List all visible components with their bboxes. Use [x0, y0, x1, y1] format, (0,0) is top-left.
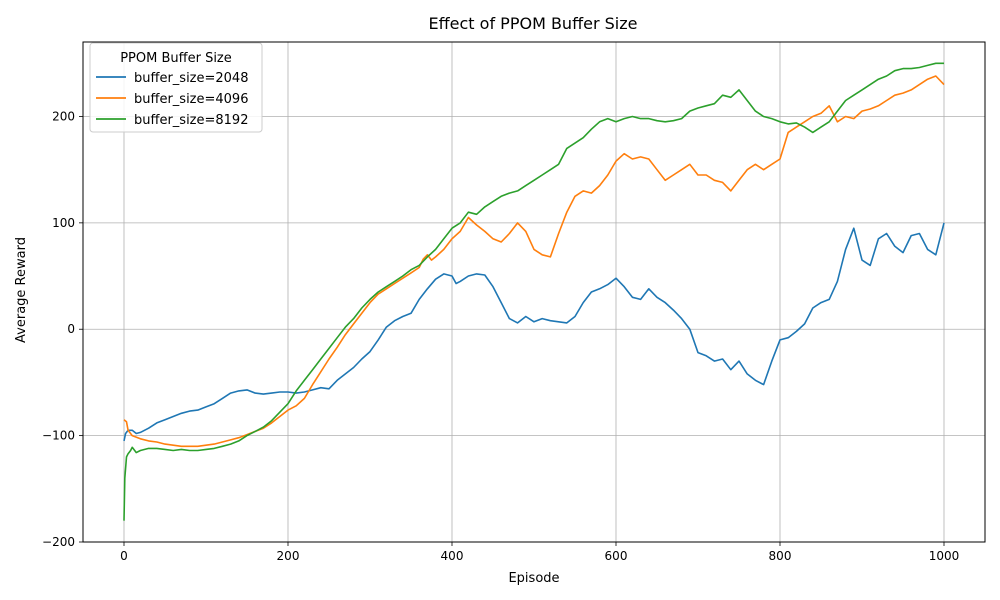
x-axis-ticks: 0 200 400 600 800 1000	[120, 542, 959, 563]
legend: PPOM Buffer Size buffer_size=2048buffer_…	[89, 42, 263, 133]
legend-title: PPOM Buffer Size	[120, 51, 232, 66]
series-line-1	[123, 222, 945, 442]
series-line-3	[123, 62, 944, 521]
series-lines	[123, 62, 945, 521]
x-tick-label: 400	[441, 549, 464, 563]
y-tick-label: −100	[42, 429, 75, 443]
y-tick-label: 0	[67, 322, 75, 336]
x-tick-label: 600	[605, 549, 628, 563]
legend-label: buffer_size=8192	[134, 113, 248, 128]
legend-label: buffer_size=4096	[134, 92, 248, 107]
plot-frame	[82, 41, 986, 543]
y-tick-label: 100	[52, 216, 75, 230]
x-tick-label: 200	[277, 549, 300, 563]
x-tick-label: 1000	[929, 549, 960, 563]
legend-entries: buffer_size=2048 buffer_size=4096 buffer_s…	[96, 71, 248, 128]
x-tick-label: 0	[120, 549, 128, 563]
y-axis-ticks: −200 −100 0 100 200	[42, 109, 83, 549]
legend-label: buffer_size=2048	[134, 71, 248, 86]
y-axis-label: Average Reward	[14, 237, 29, 343]
x-tick-label: 800	[769, 549, 792, 563]
y-tick-label: −200	[42, 535, 75, 549]
chart-title: Effect of PPOM Buffer Size	[429, 14, 638, 33]
y-tick-label: 200	[52, 109, 75, 123]
legend-box	[89, 42, 263, 133]
x-axis-label: Episode	[508, 571, 559, 586]
